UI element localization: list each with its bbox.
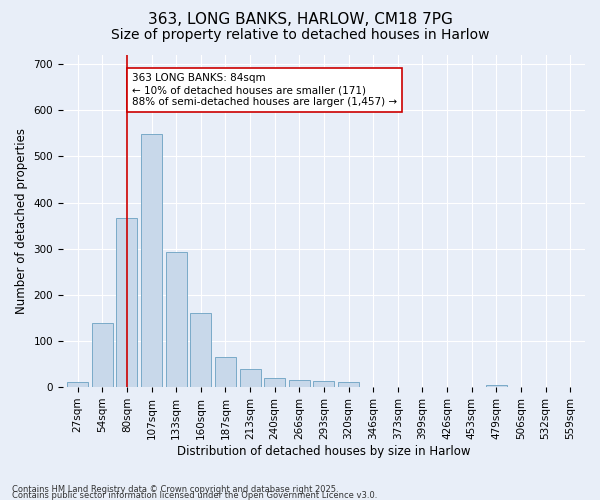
Bar (92, 324, 113, 387)
Bar (116, 218, 137, 387)
Bar (264, 378, 285, 387)
Bar (141, 134, 162, 387)
Y-axis label: Number of detached properties: Number of detached properties (15, 128, 28, 314)
Bar (239, 369, 260, 387)
Text: Size of property relative to detached houses in Harlow: Size of property relative to detached ho… (111, 28, 489, 42)
Bar (313, 381, 334, 387)
Bar (289, 380, 310, 387)
Text: 363 LONG BANKS: 84sqm
← 10% of detached houses are smaller (171)
88% of semi-det: 363 LONG BANKS: 84sqm ← 10% of detached … (132, 74, 397, 106)
Bar (166, 252, 187, 387)
Text: 363, LONG BANKS, HARLOW, CM18 7PG: 363, LONG BANKS, HARLOW, CM18 7PG (148, 12, 452, 28)
X-axis label: Distribution of detached houses by size in Harlow: Distribution of detached houses by size … (177, 444, 471, 458)
Bar (67, 382, 88, 387)
Bar (215, 357, 236, 387)
Bar (338, 382, 359, 387)
Bar (190, 313, 211, 387)
Bar (486, 385, 507, 387)
Text: Contains HM Land Registry data © Crown copyright and database right 2025.: Contains HM Land Registry data © Crown c… (12, 485, 338, 494)
Text: Contains public sector information licensed under the Open Government Licence v3: Contains public sector information licen… (12, 491, 377, 500)
